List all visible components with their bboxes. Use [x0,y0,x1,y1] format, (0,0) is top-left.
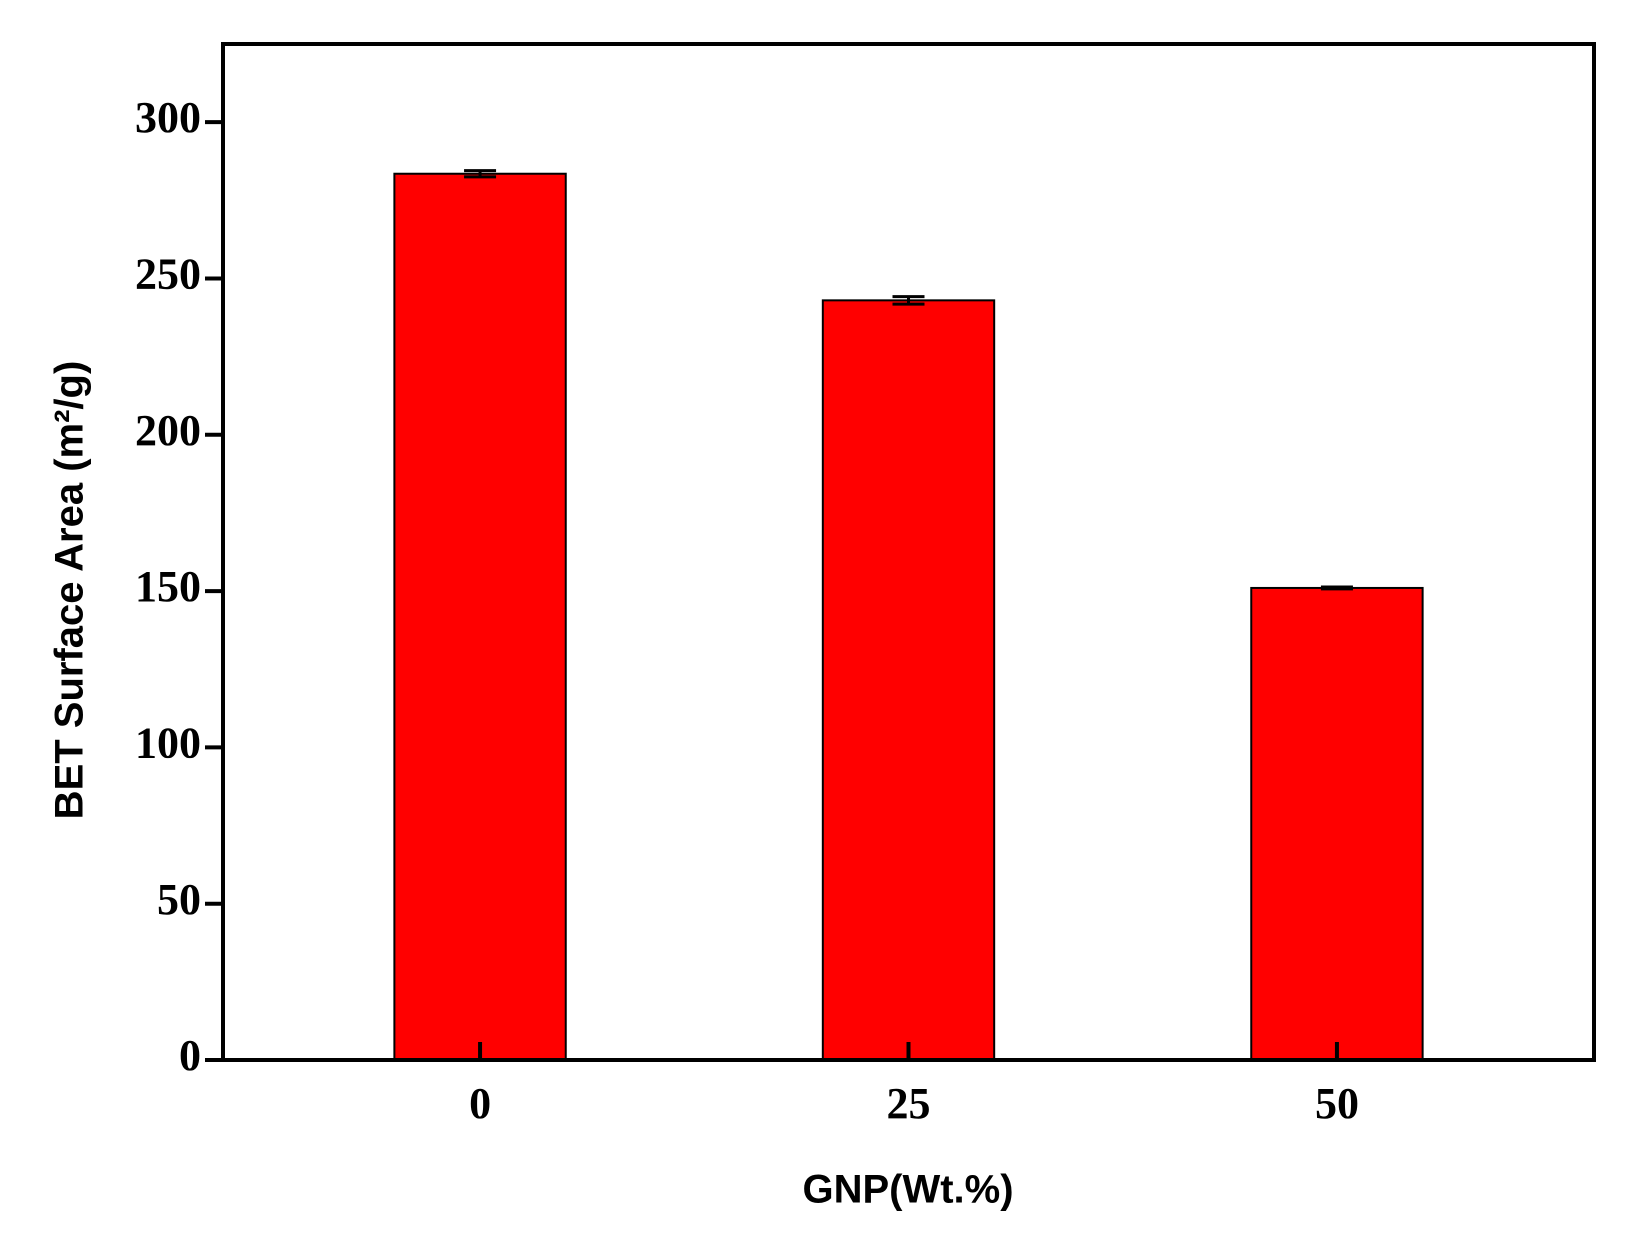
error-bar [464,169,497,179]
y-tick-label: 250 [135,250,201,299]
y-tick-label: 0 [179,1031,201,1080]
x-tick-label: 0 [469,1079,491,1128]
x-tick-label: 50 [1315,1079,1359,1128]
error-bar [892,295,925,306]
bar [1250,586,1424,1061]
x-axis-label: GNP(Wt.%) [802,1168,1013,1212]
y-tick-label: 300 [135,93,201,142]
bar [821,299,996,1061]
error-bar [1320,585,1353,591]
bar [393,172,567,1061]
y-tick-label: 150 [135,562,201,611]
x-tick-label: 25 [887,1079,931,1128]
y-tick-label: 200 [135,406,201,455]
y-tick-label: 100 [135,718,201,767]
y-tick-label: 50 [157,875,201,924]
y-axis-label: BET Surface Area (m²/g) [48,361,92,820]
plot-frame [221,42,1596,1062]
